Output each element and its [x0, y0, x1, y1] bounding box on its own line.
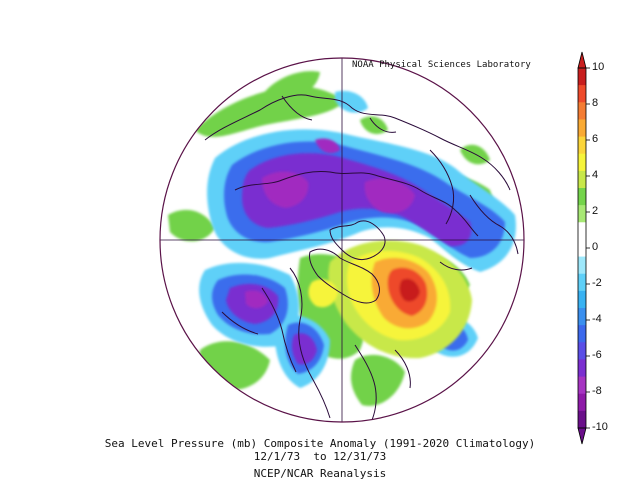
- colorbar-segment: [578, 153, 586, 172]
- colorbar: [577, 51, 590, 445]
- colorbar-segment: [578, 256, 586, 275]
- colorbar-tick-label: 10: [592, 61, 605, 73]
- colorbar-tick-label: 2: [592, 205, 599, 217]
- colorbar-segment: [578, 170, 586, 189]
- colorbar-segment: [578, 273, 586, 292]
- colorbar-segment: [578, 393, 586, 412]
- colorbar-tick-label: -2: [592, 277, 602, 289]
- credit-text: NOAA Physical Sciences Laboratory: [352, 60, 531, 70]
- colorbar-tick-label: -10: [592, 421, 608, 433]
- caption-title: Sea Level Pressure (mb) Composite Anomal…: [104, 437, 536, 450]
- colorbar-segment: [578, 85, 586, 103]
- colorbar-tick-label: 4: [592, 169, 599, 181]
- anomaly-field: [160, 58, 524, 422]
- colorbar-tick-label: 6: [592, 133, 599, 145]
- colorbar-segment: [578, 68, 586, 86]
- colorbar-tick-label: -4: [592, 313, 602, 325]
- colorbar-segment: [578, 376, 586, 395]
- colorbar-segment: [578, 205, 586, 223]
- colorbar-segment: [578, 325, 586, 343]
- colorbar-segment: [578, 359, 586, 378]
- colorbar-segment: [578, 188, 586, 206]
- colorbar-top-arrow: [577, 51, 587, 69]
- colorbar-segment: [578, 410, 586, 429]
- colorbar-segment: [578, 222, 586, 240]
- colorbar-tick-label: 0: [592, 241, 599, 253]
- colorbar-segment: [578, 290, 586, 309]
- colorbar-segment: [578, 136, 586, 155]
- caption-dates: 12/1/73 to 12/31/73: [253, 450, 387, 463]
- colorbar-segment: [578, 239, 586, 258]
- map-disc-outline: [159, 57, 525, 423]
- colorbar-segment: [578, 308, 586, 326]
- colorbar-tick-label: -6: [592, 349, 602, 361]
- colorbar-segment: [578, 102, 586, 120]
- colorbar-segment: [578, 342, 586, 360]
- colorbar-tick-label: -8: [592, 385, 602, 397]
- caption-source: NCEP/NCAR Reanalysis: [253, 467, 387, 480]
- colorbar-tick-label: 8: [592, 97, 599, 109]
- colorbar-segment: [578, 119, 586, 138]
